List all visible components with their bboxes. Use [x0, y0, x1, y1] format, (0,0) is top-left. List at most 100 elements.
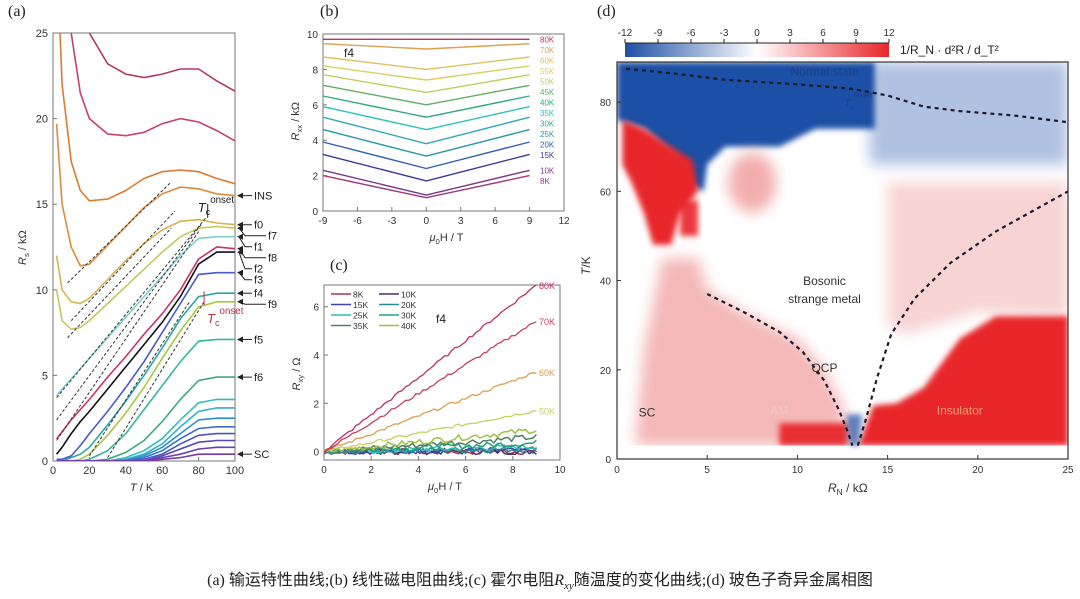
- series-line-25K: [322, 128, 530, 157]
- series-line: [56, 398, 235, 461]
- series-label: 30K: [540, 119, 555, 128]
- label-rest: / kΩ: [843, 481, 868, 495]
- series-line: [56, 439, 235, 461]
- heatmap-cell-lightblue: [869, 62, 1068, 165]
- legend-label: 30K: [401, 311, 416, 321]
- label-symbol: R: [828, 481, 837, 495]
- series-line-15K: [322, 153, 530, 182]
- y-axis-label: Rxy / Ω: [291, 357, 305, 390]
- series-line-30K: [323, 439, 537, 455]
- region-label: strange metal: [788, 292, 861, 306]
- region-label: Normal state: [790, 64, 858, 78]
- series-line-20K: [322, 141, 530, 170]
- series-line-10K: [322, 169, 530, 196]
- x-tick-label: 80: [192, 465, 204, 477]
- series-label: 80K: [540, 35, 555, 44]
- heatmap-cell-pink-left: [635, 258, 852, 446]
- y-tick-label: 0: [313, 448, 319, 459]
- x-axis-label: μ0H / T: [429, 232, 464, 246]
- colorbar-label: 1/R_N · d²R / d_T²: [900, 43, 999, 57]
- arrow-head-icon: [237, 233, 243, 240]
- series-label: f3: [254, 275, 263, 287]
- label-subscript: 0: [436, 237, 440, 246]
- x-tick-label: 6: [492, 216, 498, 227]
- y-tick-label: 60: [600, 187, 612, 198]
- series-line-70K: [322, 43, 530, 50]
- y-tick-label: 6: [313, 303, 319, 314]
- region-label: Insulator: [937, 403, 983, 417]
- label-symbol: T: [579, 266, 593, 275]
- arrow-head-icon: [237, 298, 243, 305]
- x-tick-label: 60: [156, 465, 168, 477]
- series-label: f0: [254, 220, 263, 232]
- x-tick-label: 9: [527, 216, 533, 227]
- y-axis-label: Rxx / kΩ: [290, 102, 304, 141]
- legend-label: 8K: [353, 290, 364, 300]
- y-tick-label: 10: [307, 30, 319, 41]
- heatmap-cell-insulator: [858, 316, 1068, 446]
- sample-label: f4: [436, 312, 446, 326]
- heatmap-cell-red-bottom: [779, 423, 848, 446]
- legend-label: 15K: [353, 300, 368, 310]
- series-line-60K: [323, 372, 537, 453]
- y-tick-label: 4: [313, 351, 319, 362]
- arrow-head-icon: [237, 225, 243, 232]
- panel-label: (a): [8, 3, 26, 20]
- fit-line: [88, 301, 190, 457]
- arrow-head-icon: [237, 374, 243, 381]
- legend-label: 25K: [353, 311, 368, 321]
- panel-label: (d): [597, 3, 616, 20]
- phase-boundary-dashed: [856, 190, 1069, 446]
- plot-frame: [616, 61, 1069, 460]
- fit-line: [67, 181, 172, 284]
- series-label: 50K: [540, 77, 555, 86]
- series-label: f2: [254, 264, 263, 276]
- x-tick-label: 0: [424, 216, 430, 227]
- heatmap-cell-pink-blob: [728, 152, 777, 213]
- label-arrow: [238, 301, 266, 305]
- x-tick-label: -6: [353, 216, 362, 227]
- tc-onset-label: Tconset: [844, 91, 873, 112]
- series-label: f4: [254, 288, 263, 300]
- series-line: [56, 432, 235, 461]
- region-label: SC: [639, 406, 656, 420]
- colorbar-tick-label: -3: [720, 28, 729, 39]
- series-label: INS: [254, 191, 272, 203]
- legend-label: 20K: [401, 300, 416, 310]
- series-line-f3: [56, 271, 235, 461]
- label-arrow: [238, 251, 252, 270]
- legend-label: 35K: [353, 321, 368, 331]
- colorbar: [625, 43, 889, 57]
- label-rest: / K: [137, 482, 154, 494]
- caption-part2: 随温度的变化曲线;(d) 玻色子奇异金属相图: [573, 572, 873, 589]
- series-label: 8K: [540, 177, 550, 186]
- y-tick-label: 8: [312, 65, 318, 76]
- arrow-head-icon: [237, 290, 243, 297]
- plot-frame: [322, 33, 565, 212]
- label-subscript: N: [837, 487, 843, 497]
- series-label: f7: [268, 231, 277, 243]
- y-tick-label: 4: [312, 136, 318, 147]
- x-tick-label: 0: [321, 465, 327, 476]
- x-tick-label: 10: [554, 465, 566, 476]
- y-axis-label: Rs / kΩ: [17, 230, 31, 265]
- series-label: 55K: [540, 67, 555, 76]
- x-tick-label: 20: [972, 465, 984, 476]
- label-symbol: T: [130, 482, 138, 494]
- series-line: [56, 446, 235, 461]
- label-arrow: [238, 236, 252, 248]
- x-axis-label: RN / kΩ: [828, 481, 868, 497]
- x-tick-label: 5: [704, 465, 710, 476]
- series-line: [56, 417, 235, 461]
- label-superscript: onset: [210, 195, 234, 206]
- series-line: [88, 33, 235, 92]
- panel-label: (c): [330, 257, 348, 274]
- series-label: 15K: [540, 151, 555, 160]
- y-tick-label: 15: [36, 199, 48, 211]
- series-label: 20K: [540, 140, 555, 149]
- label-arrow: [238, 227, 266, 237]
- caption-part1: (a) 输运特性曲线;(b) 线性磁电阻曲线;(c) 霍尔电阻: [207, 572, 555, 589]
- x-axis-label: μ0H / T: [427, 481, 462, 495]
- series-line-70K: [323, 321, 537, 453]
- series-line-45K: [322, 84, 530, 106]
